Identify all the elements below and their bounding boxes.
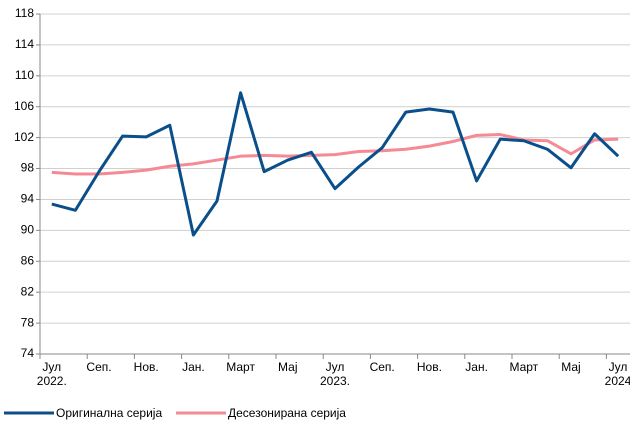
x-tick-label: Март xyxy=(509,360,539,374)
x-tick-label: Сеп. xyxy=(369,360,395,374)
x-tick-label: Јул 2024 xyxy=(604,360,630,388)
x-tick-label: Јул 2022. xyxy=(36,360,67,388)
x-tick-label: Нов. xyxy=(133,360,159,374)
y-tick-label: 82 xyxy=(21,284,35,298)
x-tick-label: Мај xyxy=(561,360,581,374)
y-tick-label: 90 xyxy=(21,223,35,237)
x-tick-label: Мај xyxy=(278,360,298,374)
x-tick-label: Март xyxy=(226,360,255,374)
x-tick-label: Јан. xyxy=(465,360,488,374)
y-tick-label: 102 xyxy=(14,130,34,144)
series-line xyxy=(51,133,619,176)
y-tick-label: 118 xyxy=(15,6,34,20)
y-tick-label: 78 xyxy=(21,315,35,329)
y-tick-label: 106 xyxy=(14,99,34,113)
y-tick-label: 98 xyxy=(21,161,35,175)
legend-label: Оригинална серија xyxy=(56,406,163,420)
x-tick-label: Сеп. xyxy=(86,360,112,374)
y-tick-label: 74 xyxy=(21,346,35,360)
y-tick-label: 86 xyxy=(21,253,35,267)
y-tick-label: 110 xyxy=(15,68,34,82)
legend-label: Десезонирана серија xyxy=(228,406,346,420)
y-tick-label: 114 xyxy=(15,37,34,51)
x-tick-label: Јан. xyxy=(182,360,205,374)
x-tick-label: Нов. xyxy=(416,360,442,374)
series-line xyxy=(51,91,620,237)
y-tick-label: 94 xyxy=(21,192,35,206)
x-tick-label: Јул 2023. xyxy=(319,360,351,388)
